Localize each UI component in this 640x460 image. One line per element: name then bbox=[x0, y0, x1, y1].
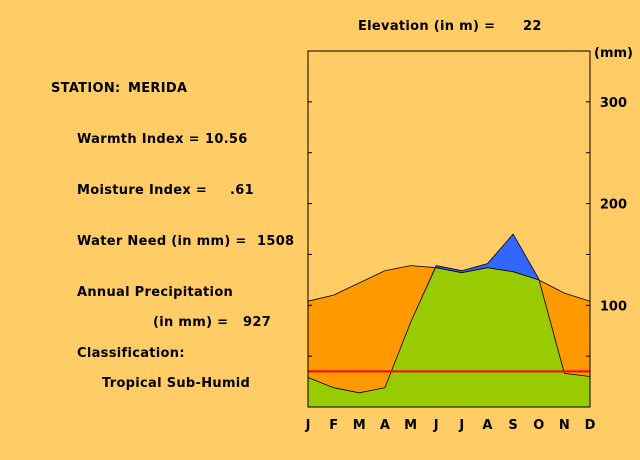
station-name: MERIDA bbox=[128, 81, 188, 96]
axis-ticks bbox=[308, 101, 590, 357]
month-tick-label: O bbox=[533, 418, 544, 433]
water-need-value: 1508 bbox=[257, 234, 295, 249]
elevation-label: Elevation (in m) = bbox=[358, 19, 496, 34]
y-unit-label: (mm) bbox=[594, 46, 633, 61]
annual-precipitation-unit: (in mm) = bbox=[153, 315, 229, 330]
moisture-index-value: .61 bbox=[230, 183, 254, 198]
y-tick-label: 300 bbox=[600, 96, 627, 111]
moisture-index-label: Moisture Index = bbox=[77, 183, 208, 198]
month-tick-label: J bbox=[305, 418, 311, 433]
classification-label: Classification: bbox=[77, 346, 185, 361]
y-tick-label: 200 bbox=[600, 198, 627, 213]
month-tick-label: A bbox=[380, 418, 390, 433]
water-need-label: Water Need (in mm) = bbox=[77, 234, 247, 249]
y-tick-label: 100 bbox=[600, 299, 627, 314]
precipitation-line bbox=[307, 233, 591, 394]
annual-precipitation-value: 927 bbox=[243, 315, 272, 330]
month-tick-label: F bbox=[329, 418, 338, 433]
month-tick-label: M bbox=[404, 418, 417, 433]
elevation-value: 22 bbox=[523, 19, 542, 34]
water-need-line bbox=[307, 265, 591, 302]
chart-areas bbox=[307, 233, 591, 407]
month-tick-label: D bbox=[585, 418, 596, 433]
warmth-index-value: 10.56 bbox=[205, 132, 248, 147]
month-tick-label: M bbox=[353, 418, 366, 433]
warmth-index-label: Warmth Index = bbox=[77, 132, 200, 147]
month-tick-label: A bbox=[482, 418, 492, 433]
month-tick-label: J bbox=[458, 418, 464, 433]
month-tick-label: J bbox=[433, 418, 439, 433]
month-tick-label: S bbox=[508, 418, 517, 433]
annual-precipitation-label: Annual Precipitation bbox=[77, 285, 234, 300]
chart-frame bbox=[307, 50, 591, 408]
station-label: STATION: bbox=[51, 81, 121, 96]
classification-value: Tropical Sub-Humid bbox=[102, 376, 251, 391]
month-tick-label: N bbox=[559, 418, 570, 433]
